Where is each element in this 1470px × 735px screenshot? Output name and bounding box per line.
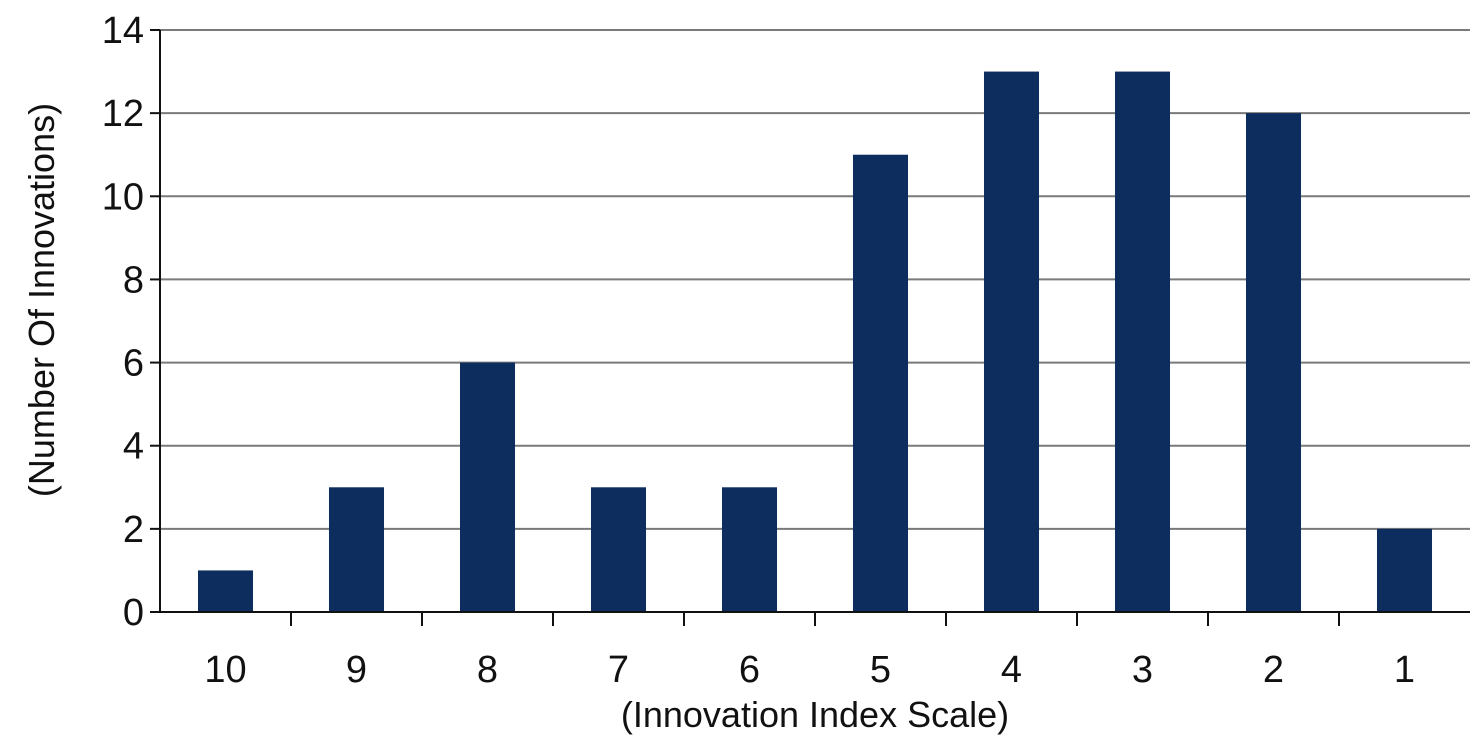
x-axis-title: (Innovation Index Scale) [621, 694, 1009, 735]
bar-4 [983, 71, 1040, 613]
bar-5 [852, 154, 909, 612]
bar-7 [590, 487, 647, 612]
bar-8 [459, 362, 516, 612]
x-tick-label: 7 [608, 649, 629, 691]
x-tick-label: 10 [204, 649, 246, 691]
bar-2 [1245, 113, 1302, 613]
y-tick-label: 0 [123, 592, 144, 634]
bar-3 [1114, 71, 1171, 613]
x-tick-label: 8 [477, 649, 498, 691]
y-tick-label: 6 [123, 343, 144, 385]
y-tick-labels: 0 2 4 6 8 10 12 14 [102, 10, 144, 634]
bars [197, 71, 1433, 613]
x-tick-label: 9 [346, 649, 367, 691]
x-tick-label: 4 [1001, 649, 1022, 691]
x-tick-label: 3 [1132, 649, 1153, 691]
bar-10 [197, 570, 254, 612]
y-tick-label: 4 [123, 426, 144, 468]
x-tick-label: 2 [1263, 649, 1284, 691]
y-axis-title: (Number Of Innovations) [21, 103, 62, 497]
y-tick-label: 14 [102, 10, 144, 52]
y-tick-label: 8 [123, 259, 144, 301]
x-tick-label: 6 [739, 649, 760, 691]
bar-1 [1376, 528, 1433, 612]
x-tick-label: 5 [870, 649, 891, 691]
x-tick-labels: 10 9 8 7 6 5 4 3 2 1 [204, 612, 1415, 691]
bar-9 [328, 487, 385, 612]
y-tick-label: 12 [102, 93, 144, 135]
y-tick-label: 10 [102, 176, 144, 218]
bar-6 [721, 487, 778, 612]
x-tick-label: 1 [1394, 649, 1415, 691]
y-tick-label: 2 [123, 509, 144, 551]
